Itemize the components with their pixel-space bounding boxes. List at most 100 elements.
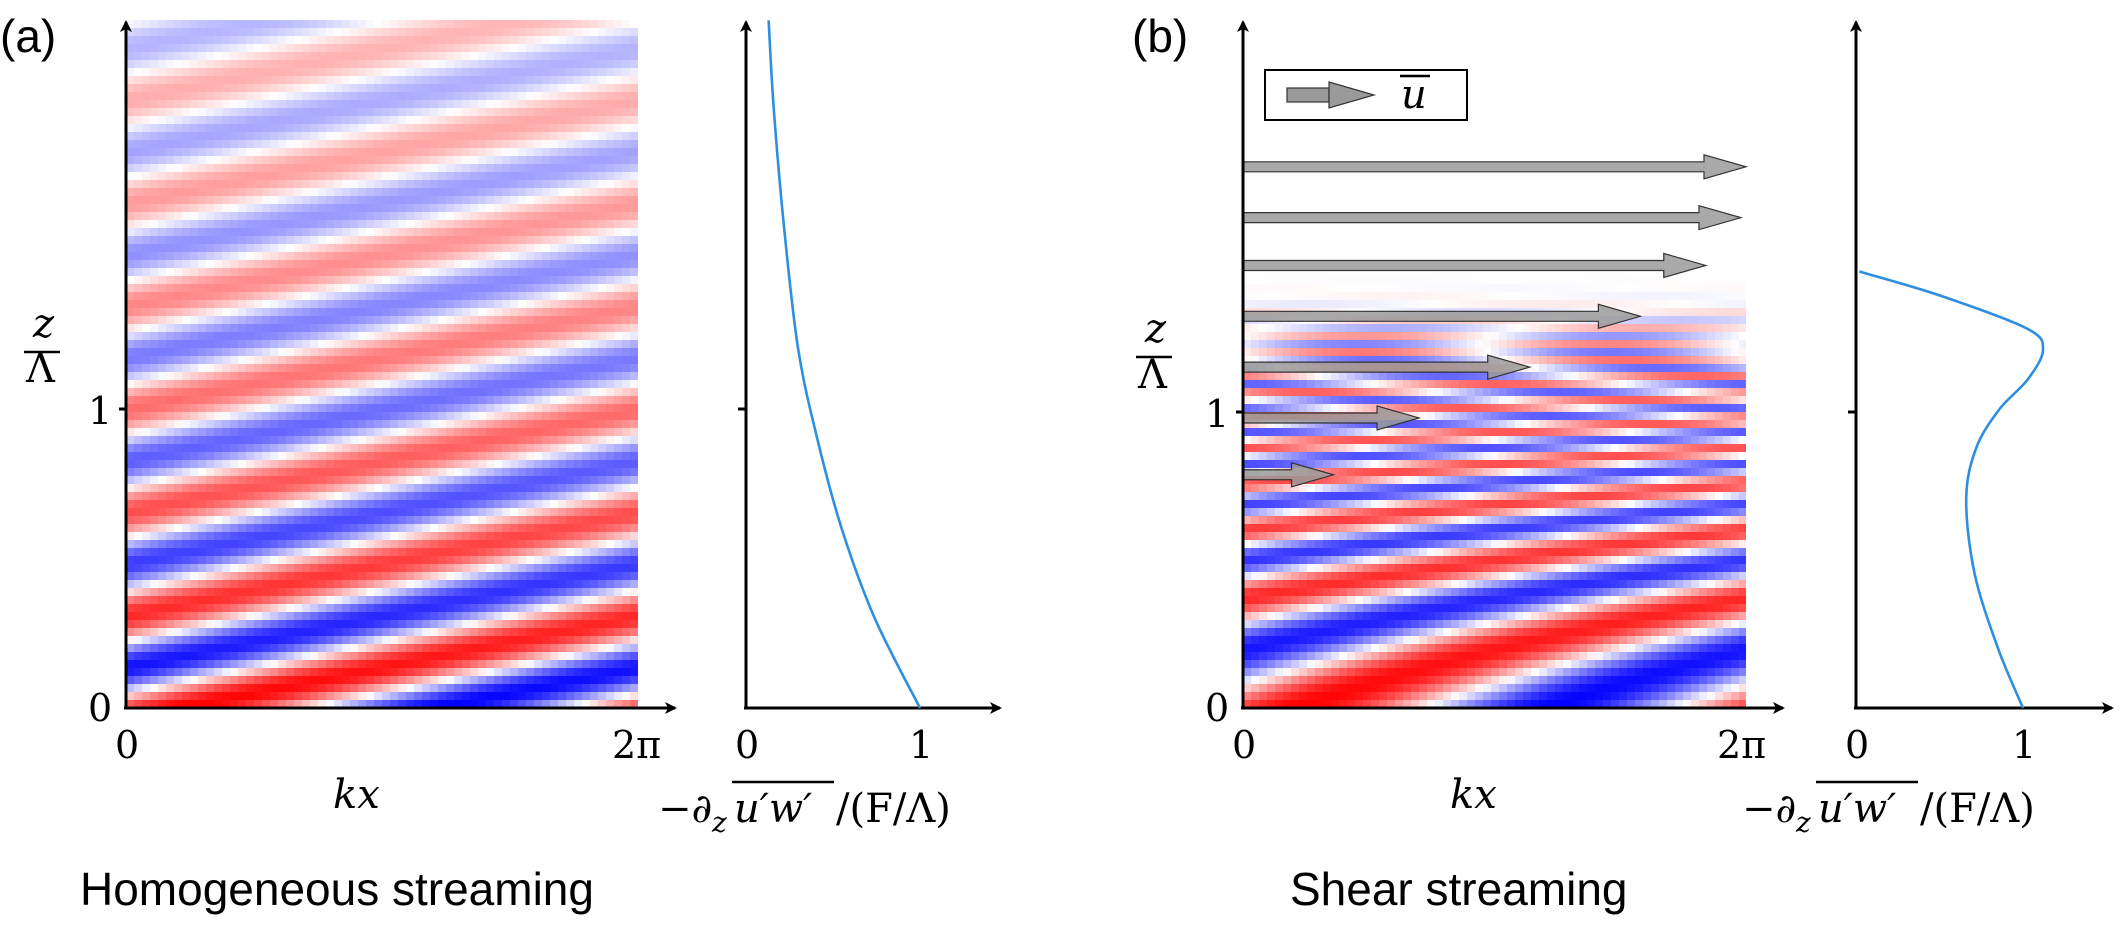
heatmap-cell xyxy=(222,108,231,117)
heatmap-cell xyxy=(494,196,503,205)
heatmap-cell xyxy=(566,140,575,149)
heatmap-cell xyxy=(342,380,351,389)
heatmap-cell xyxy=(222,412,231,421)
heatmap-cell xyxy=(342,36,351,45)
heatmap-cell xyxy=(502,532,511,541)
heatmap-cell xyxy=(326,188,335,197)
heatmap-cell xyxy=(630,284,638,293)
heatmap-cell xyxy=(278,236,287,245)
heatmap-cell xyxy=(222,356,231,365)
heatmap-cell xyxy=(478,52,487,61)
heatmap-cell xyxy=(150,284,159,293)
heatmap-cell xyxy=(246,396,255,405)
heatmap-cell xyxy=(238,76,247,85)
heatmap-cell xyxy=(438,540,447,549)
heatmap-cell xyxy=(486,540,495,549)
heatmap-cell xyxy=(126,332,135,341)
heatmap-cell xyxy=(142,196,151,205)
heatmap-cell xyxy=(518,284,527,293)
heatmap-cell xyxy=(398,476,407,485)
heatmap-cell xyxy=(566,316,575,325)
heatmap-cell xyxy=(174,356,183,365)
heatmap-cell xyxy=(582,124,591,133)
heatmap-cell xyxy=(574,300,583,309)
heatmap-cell xyxy=(574,156,583,165)
heatmap-cell xyxy=(198,396,207,405)
heatmap-cell xyxy=(422,124,431,133)
heatmap-cell xyxy=(238,516,247,525)
heatmap-cell xyxy=(606,452,615,461)
heatmap-cell xyxy=(342,292,351,301)
heatmap-cell xyxy=(326,564,335,573)
heatmap-cell xyxy=(206,196,215,205)
heatmap-cell xyxy=(126,588,135,597)
heatmap-cell xyxy=(486,436,495,445)
heatmap-cell xyxy=(446,452,455,461)
heatmap-cell xyxy=(566,372,575,381)
heatmap-cell xyxy=(230,356,239,365)
heatmap-cell xyxy=(542,300,551,309)
heatmap-cell xyxy=(566,500,575,509)
heatmap-cell xyxy=(246,324,255,333)
heatmap-cell xyxy=(414,276,423,285)
heatmap-cell xyxy=(414,172,423,181)
heatmap-cell xyxy=(446,372,455,381)
heatmap-cell xyxy=(158,404,167,413)
heatmap-cell xyxy=(254,588,263,597)
heatmap-cell xyxy=(374,508,383,517)
heatmap-cell xyxy=(286,148,295,157)
heatmap-cell xyxy=(574,516,583,525)
heatmap-cell xyxy=(206,220,215,229)
heatmap-cell xyxy=(150,572,159,581)
heatmap-cell xyxy=(422,156,431,165)
heatmap-cell xyxy=(134,348,143,357)
heatmap-cell xyxy=(542,428,551,437)
heatmap-cell xyxy=(518,468,527,477)
heatmap-cell xyxy=(542,148,551,157)
heatmap-cell xyxy=(630,60,638,69)
heatmap-cell xyxy=(174,476,183,485)
heatmap-cell xyxy=(542,380,551,389)
heatmap-cell xyxy=(206,524,215,533)
heatmap-cell xyxy=(134,212,143,221)
heatmap-cell xyxy=(198,588,207,597)
heatmap-cell xyxy=(558,52,567,61)
heatmap-cell xyxy=(382,396,391,405)
heatmap-cell xyxy=(438,196,447,205)
heatmap-cell xyxy=(278,524,287,533)
heatmap-cell xyxy=(446,180,455,189)
heatmap-cell xyxy=(438,268,447,277)
heatmap-cell xyxy=(190,612,199,621)
heatmap-cell xyxy=(382,324,391,333)
heatmap-cell xyxy=(558,164,567,173)
heatmap-cell xyxy=(574,196,583,205)
heatmap-cell xyxy=(174,332,183,341)
heatmap-cell xyxy=(158,108,167,117)
heatmap-cell xyxy=(414,612,423,621)
heatmap-cell xyxy=(494,36,503,45)
heatmap-cell xyxy=(198,348,207,357)
heatmap-cell xyxy=(606,620,615,629)
heatmap-cell xyxy=(198,532,207,541)
heatmap-cell xyxy=(438,124,447,133)
heatmap-cell xyxy=(166,612,175,621)
heatmap-cell xyxy=(134,468,143,477)
heatmap-cell xyxy=(262,500,271,509)
heatmap-cell xyxy=(318,140,327,149)
panel-a: (a) 0 1 0 2π z Λ kx 0 1 −∂ z u′w′ /(F/Λ)… xyxy=(0,10,1002,915)
heatmap-cell xyxy=(278,220,287,229)
heatmap-cell xyxy=(494,68,503,77)
heatmap-cell xyxy=(598,516,607,525)
heatmap-cell xyxy=(158,92,167,101)
heatmap-cell xyxy=(254,484,263,493)
heatmap-cell xyxy=(190,564,199,573)
heatmap-cell xyxy=(262,228,271,237)
heatmap-cell xyxy=(134,316,143,325)
heatmap-cell xyxy=(326,36,335,45)
heatmap-cell xyxy=(198,236,207,245)
heatmap-cell xyxy=(518,364,527,373)
heatmap-cell xyxy=(510,476,519,485)
heatmap-cell xyxy=(486,100,495,109)
heatmap-cell xyxy=(534,444,543,453)
heatmap-cell xyxy=(366,396,375,405)
